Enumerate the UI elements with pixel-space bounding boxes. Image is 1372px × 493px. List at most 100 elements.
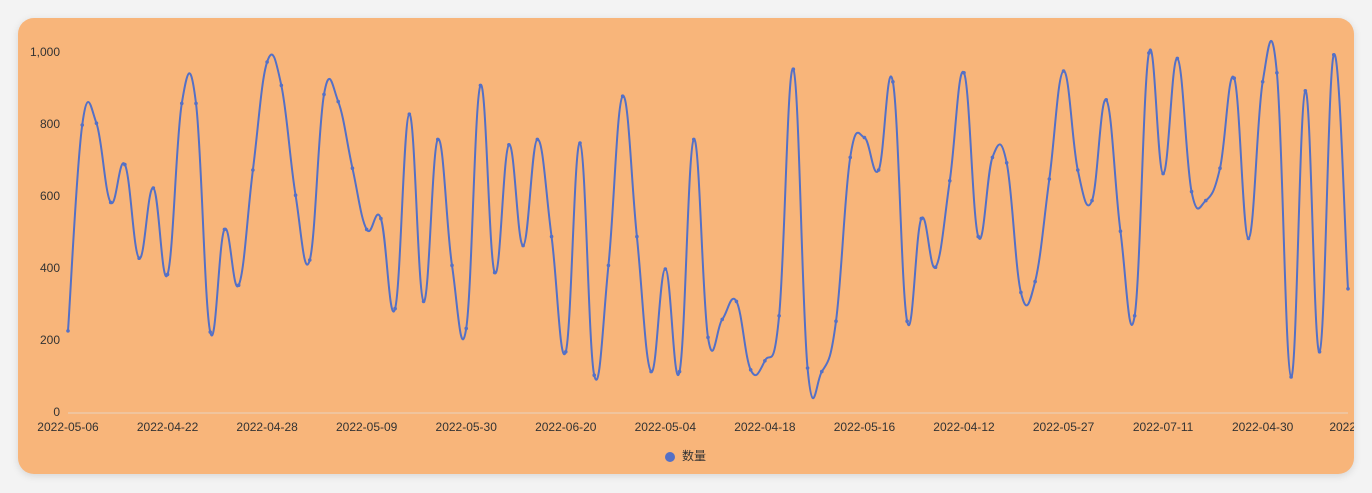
point <box>123 162 127 167</box>
point <box>677 369 682 374</box>
point <box>1132 314 1137 318</box>
point <box>1118 229 1123 233</box>
x-tick-label: 2022-05-04 <box>635 420 697 434</box>
point <box>1331 53 1336 57</box>
point <box>293 193 298 197</box>
point <box>691 137 696 142</box>
chart: 0 200 400 600 800 1,000 2022-05-06 2022-04-22 20… <box>30 40 1354 463</box>
point <box>137 256 141 260</box>
point <box>165 272 170 277</box>
point <box>876 168 881 172</box>
point <box>1260 80 1265 84</box>
point <box>1047 177 1052 181</box>
point <box>748 368 753 372</box>
point <box>1019 290 1023 295</box>
point <box>834 319 838 324</box>
point <box>905 319 909 324</box>
point <box>635 234 639 239</box>
point <box>606 263 611 268</box>
point <box>1147 51 1151 55</box>
point <box>1104 98 1109 102</box>
x-tick-label: 2022-04-28 <box>236 420 298 434</box>
point <box>962 71 966 75</box>
point <box>1090 198 1094 203</box>
point <box>862 135 867 140</box>
x-tick-label: 2022-0 <box>1329 420 1354 434</box>
y-tick-label: 200 <box>40 333 60 347</box>
point <box>236 283 241 288</box>
point <box>80 123 85 127</box>
point <box>777 314 781 318</box>
y-tick-label: 800 <box>40 117 60 131</box>
point <box>1246 236 1251 241</box>
point <box>350 166 355 170</box>
point <box>1061 69 1066 73</box>
x-tick-label: 2022-06-20 <box>535 420 597 434</box>
point <box>435 137 440 142</box>
legend-label: 数量 <box>682 448 706 463</box>
x-tick-label: 2022-04-18 <box>734 420 796 434</box>
point <box>933 265 938 269</box>
y-tick-label: 1,000 <box>30 45 60 59</box>
point <box>720 317 725 322</box>
point <box>734 299 739 304</box>
point <box>108 200 113 205</box>
y-tick-label: 600 <box>40 189 60 203</box>
point <box>848 155 853 160</box>
point <box>535 137 540 142</box>
point <box>478 83 483 88</box>
point <box>521 243 525 248</box>
point <box>1203 198 1208 203</box>
point <box>592 373 597 378</box>
y-tick-label: 0 <box>53 405 60 419</box>
point <box>492 270 497 275</box>
point <box>649 369 653 374</box>
point <box>194 101 198 106</box>
point <box>364 227 369 232</box>
point <box>919 216 924 221</box>
point <box>279 83 284 88</box>
point <box>1232 76 1237 80</box>
point <box>94 121 99 125</box>
point <box>322 92 326 97</box>
y-tick-label: 400 <box>40 261 60 275</box>
point <box>663 267 668 271</box>
point <box>393 306 397 311</box>
point <box>1275 71 1279 75</box>
point <box>976 234 981 239</box>
line-series <box>67 40 1349 400</box>
point <box>549 234 554 239</box>
point <box>507 143 511 147</box>
point <box>819 369 824 374</box>
point <box>1033 279 1037 284</box>
point <box>563 350 568 354</box>
x-tick-label: 2022-05-09 <box>336 420 398 434</box>
point <box>1004 161 1009 165</box>
point <box>805 366 810 370</box>
x-tick-label: 2022-05-30 <box>436 420 498 434</box>
x-tick-label: 2022-05-06 <box>37 420 99 434</box>
x-tick-label: 2022-04-22 <box>137 420 199 434</box>
point <box>450 263 454 268</box>
point <box>763 359 767 363</box>
point <box>421 299 426 304</box>
point <box>947 179 952 183</box>
point <box>251 168 255 172</box>
point <box>336 99 341 104</box>
x-tick-label: 2022-05-16 <box>834 420 896 434</box>
point <box>222 227 227 232</box>
point <box>1303 89 1308 93</box>
point <box>891 80 895 84</box>
point <box>791 67 796 71</box>
point <box>307 258 312 262</box>
point <box>620 94 625 98</box>
point <box>578 141 582 145</box>
x-tick-label: 2022-07-11 <box>1133 420 1194 434</box>
point <box>464 326 469 331</box>
point <box>1218 166 1222 170</box>
point <box>990 155 995 160</box>
point <box>706 335 710 340</box>
point <box>66 329 70 333</box>
point <box>1175 56 1180 61</box>
point <box>379 216 383 221</box>
